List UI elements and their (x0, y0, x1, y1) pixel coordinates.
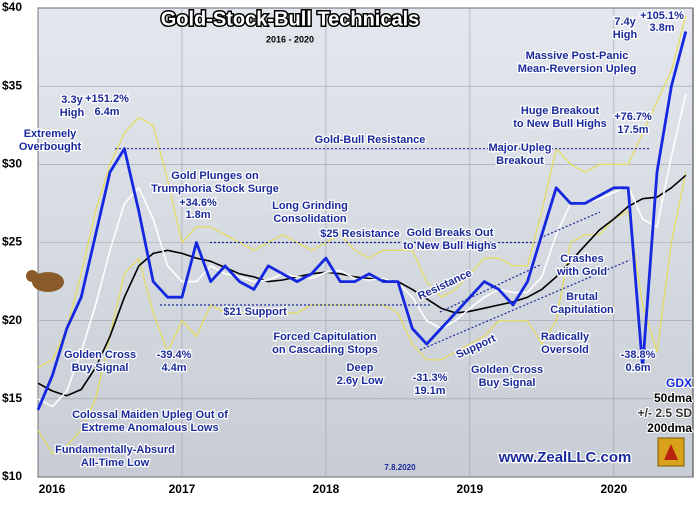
annotation: on Cascading Stops (272, 344, 378, 356)
y-tick-label: $25 (2, 235, 22, 249)
annotation: Major Upleg (489, 142, 552, 154)
annotation: High (60, 107, 85, 119)
annotation: $25 Resistance (320, 228, 400, 240)
annotation: www.ZealLLC.com (498, 449, 632, 466)
y-tick-label: $40 (2, 0, 22, 14)
annotation: -31.3% (413, 372, 448, 384)
chart-title: Gold-Stock-Bull Technicals (161, 8, 420, 30)
annotation: -39.4% (157, 349, 192, 361)
annotation: 7.4y (614, 16, 636, 28)
annotation: 7.8.2020 (384, 463, 416, 472)
annotation: Overbought (19, 141, 82, 153)
annotation: 17.5m (617, 124, 648, 136)
annotation: Fundamentally-Absurd (55, 444, 175, 456)
legend-label: GDX (666, 376, 692, 390)
annotation: to New Bull Highs (403, 240, 497, 252)
annotation: +34.6% (179, 197, 217, 209)
y-tick-label: $15 (2, 391, 22, 405)
legend-label: +/- 2.5 SD (638, 406, 693, 420)
annotation: to New Bull Highs (513, 118, 607, 130)
x-tick-label: 2019 (457, 482, 484, 496)
series-line (36, 31, 688, 411)
annotation: Capitulation (550, 304, 614, 316)
legend-label: 200dma (647, 421, 692, 435)
annotation: Golden Cross (471, 364, 543, 376)
annotation: Brutal (566, 291, 598, 303)
annotation: Oversold (541, 344, 589, 356)
annotation: 3.3y (61, 94, 83, 106)
annotation: 1.8m (185, 209, 210, 221)
annotation: $21 Support (223, 306, 287, 318)
annotation: Buy Signal (479, 377, 536, 389)
x-tick-label: 2018 (313, 482, 340, 496)
annotation: Gold Breaks Out (407, 227, 494, 239)
annotation: Huge Breakout (521, 105, 600, 117)
annotation: Consolidation (273, 213, 347, 225)
bull-icon (26, 270, 64, 292)
annotation: 19.1m (414, 385, 445, 397)
annotation: Radically (541, 331, 590, 343)
annotation: All-Time Low (81, 457, 150, 469)
trend-lines (115, 148, 650, 351)
annotation: +151.2% (85, 93, 129, 105)
y-tick-label: $20 (2, 313, 22, 327)
annotation: Colossal Maiden Upleg Out of (72, 409, 228, 421)
annotation: Mean-Reversion Upleg (518, 63, 637, 75)
annotation: Crashes (560, 253, 603, 265)
annotation: Extreme Anomalous Lows (81, 422, 218, 434)
y-tick-label: $10 (2, 469, 22, 483)
annotation: 0.6m (625, 362, 650, 374)
band-line (37, 15, 687, 369)
annotation: Gold-Bull Resistance (315, 134, 426, 146)
annotation: Deep (347, 362, 374, 374)
annotation: Extremely (24, 128, 77, 140)
annotation: Golden Cross (64, 349, 136, 361)
annotation: Breakout (496, 155, 544, 167)
annotation: with Gold (556, 266, 607, 278)
annotation: -38.8% (621, 349, 656, 361)
annotation: 2.6y Low (337, 375, 384, 387)
annotation: Gold Plunges on (171, 170, 259, 182)
y-tick-label: $35 (2, 78, 22, 92)
x-tick-label: 2016 (39, 482, 66, 496)
y-tick-label: $30 (2, 157, 22, 171)
annotation: 4.4m (161, 362, 186, 374)
annotation: Forced Capitulation (273, 331, 377, 343)
legend-label: 50dma (654, 391, 692, 405)
chart-subtitle: 2016 - 2020 (266, 34, 314, 44)
annotation: +76.7% (614, 111, 652, 123)
annotation: 3.8m (649, 22, 674, 34)
annotation: Long Grinding (272, 200, 348, 212)
x-tick-label: 2017 (169, 482, 196, 496)
annotation: Trumphoria Stock Surge (151, 183, 279, 195)
annotation: High (613, 29, 638, 41)
annotation: +105.1% (640, 10, 684, 22)
annotation: 6.4m (94, 106, 119, 118)
logo (657, 437, 685, 467)
annotation: Massive Post-Panic (526, 50, 629, 62)
x-tick-label: 2020 (600, 482, 627, 496)
annotation: Buy Signal (72, 362, 129, 374)
